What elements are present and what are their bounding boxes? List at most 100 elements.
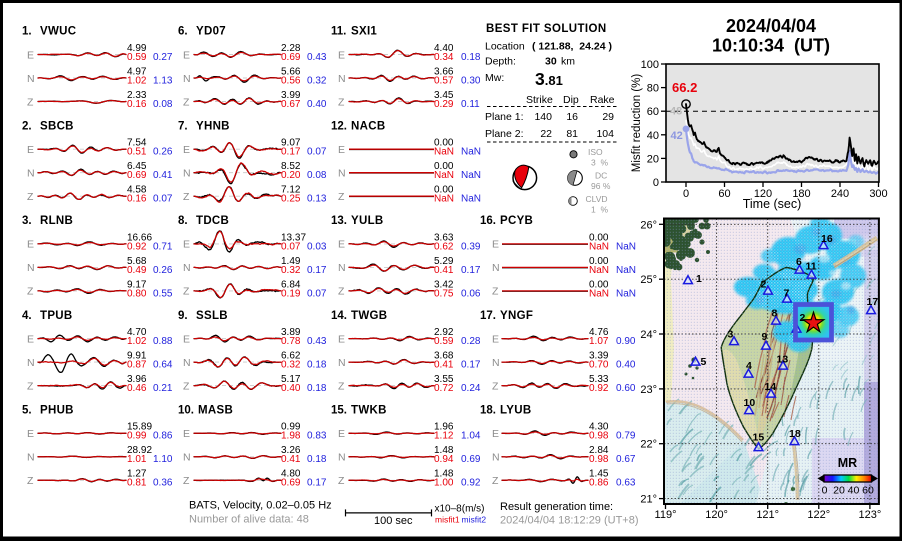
svg-text:1.01: 1.01	[127, 454, 147, 465]
svg-text:0.83: 0.83	[307, 431, 327, 442]
svg-text:E: E	[338, 144, 345, 156]
svg-text:Z: Z	[183, 286, 190, 298]
svg-text:0.92: 0.92	[589, 383, 609, 394]
svg-text:42: 42	[671, 130, 683, 142]
svg-text:0.59: 0.59	[434, 336, 454, 347]
svg-text:0.62: 0.62	[434, 241, 454, 252]
svg-text:80: 80	[647, 83, 659, 95]
svg-text:YNGF: YNGF	[500, 310, 533, 322]
svg-text:0.70: 0.70	[589, 360, 609, 371]
svg-text:1.12: 1.12	[434, 431, 454, 442]
svg-text:SXI1: SXI1	[351, 26, 377, 38]
svg-text:0.64: 0.64	[153, 360, 173, 371]
svg-text:E: E	[338, 49, 345, 61]
svg-text:Z: Z	[27, 191, 34, 203]
svg-text:YD07: YD07	[196, 26, 226, 38]
svg-text:120°: 120°	[705, 509, 728, 521]
svg-text:MASB: MASB	[198, 405, 233, 417]
svg-text:LYUB: LYUB	[500, 405, 531, 417]
svg-text:N: N	[338, 73, 346, 85]
svg-text:0.55: 0.55	[153, 288, 173, 299]
svg-text:NaN: NaN	[434, 194, 454, 205]
svg-text:0.19: 0.19	[281, 288, 301, 299]
svg-text:TWGB: TWGB	[351, 310, 387, 322]
svg-text:N: N	[492, 357, 500, 369]
svg-text:240: 240	[831, 188, 849, 200]
svg-text:0.18: 0.18	[307, 360, 327, 371]
svg-text:21°: 21°	[640, 494, 657, 506]
svg-text:BEST FIT SOLUTION: BEST FIT SOLUTION	[486, 23, 607, 35]
svg-text:2024/04/04 18:12:29 (UT+8): 2024/04/04 18:12:29 (UT+8)	[500, 515, 639, 527]
svg-text:E: E	[27, 239, 34, 251]
svg-text:0.98: 0.98	[589, 431, 609, 442]
svg-text:26°: 26°	[640, 219, 657, 231]
svg-text:Z: Z	[338, 475, 345, 487]
svg-text:0.69: 0.69	[281, 478, 301, 489]
svg-text:Z: Z	[183, 96, 190, 108]
svg-text:0.87: 0.87	[127, 360, 147, 371]
svg-text:0.11: 0.11	[461, 99, 480, 110]
svg-text:16.: 16.	[480, 215, 496, 227]
svg-text:0.43: 0.43	[307, 336, 327, 347]
svg-text:0.75: 0.75	[434, 288, 454, 299]
svg-text:22°: 22°	[640, 439, 657, 451]
svg-text:0.18: 0.18	[307, 383, 327, 394]
svg-text:BATS, Velocity, 0.02–0.05 Hz: BATS, Velocity, 0.02–0.05 Hz	[189, 500, 332, 512]
svg-text:100 sec: 100 sec	[374, 515, 413, 527]
svg-text:SSLB: SSLB	[196, 310, 228, 322]
svg-text:E: E	[183, 333, 190, 345]
svg-text:0.79: 0.79	[616, 431, 636, 442]
svg-text:Location: Location	[485, 41, 525, 53]
svg-text:NaN: NaN	[434, 147, 454, 158]
svg-text:0.16: 0.16	[127, 194, 147, 205]
svg-text:Z: Z	[183, 475, 190, 487]
svg-text:0.90: 0.90	[616, 336, 636, 347]
svg-text:E: E	[338, 333, 345, 345]
svg-text:14: 14	[765, 381, 777, 393]
svg-text:1.00: 1.00	[434, 478, 454, 489]
svg-text:0.25: 0.25	[281, 194, 301, 205]
svg-text:E: E	[183, 49, 190, 61]
svg-text:N: N	[27, 168, 35, 180]
svg-text:0.07: 0.07	[153, 194, 173, 205]
svg-text:3 %: 3 %	[591, 158, 608, 168]
svg-text:NaN: NaN	[434, 170, 454, 181]
svg-text:TDCB: TDCB	[196, 215, 229, 227]
svg-text:20: 20	[833, 485, 845, 497]
svg-text:7.: 7.	[178, 120, 188, 132]
svg-text:0.17: 0.17	[307, 478, 327, 489]
svg-text:SBCB: SBCB	[40, 120, 74, 132]
svg-text:0.30: 0.30	[461, 75, 481, 86]
svg-text:15: 15	[753, 432, 765, 444]
svg-text:123°: 123°	[859, 509, 882, 521]
svg-text:0.80: 0.80	[127, 288, 147, 299]
svg-text:0.18: 0.18	[461, 52, 481, 63]
svg-text:0.27: 0.27	[153, 52, 173, 63]
svg-text:4.: 4.	[22, 310, 32, 322]
svg-text:10:10:34 (UT): 10:10:34 (UT)	[712, 36, 830, 56]
svg-text:Z: Z	[492, 475, 499, 487]
svg-text:0.86: 0.86	[589, 478, 609, 489]
svg-text:Z: Z	[492, 380, 499, 392]
svg-text:13.: 13.	[331, 215, 347, 227]
svg-text:0.08: 0.08	[153, 99, 173, 110]
svg-text:0.17: 0.17	[461, 360, 481, 371]
svg-text:0.17: 0.17	[281, 147, 301, 158]
svg-text:Z: Z	[27, 96, 34, 108]
svg-text:0.17: 0.17	[307, 265, 327, 276]
svg-text:0.18: 0.18	[307, 454, 327, 465]
svg-text:8.: 8.	[178, 215, 188, 227]
svg-text:119°: 119°	[655, 509, 677, 521]
svg-text:0.40: 0.40	[281, 383, 301, 394]
svg-text:18.: 18.	[480, 405, 496, 417]
svg-text:17: 17	[867, 296, 879, 308]
svg-text:1.98: 1.98	[281, 431, 301, 442]
svg-text:5.: 5.	[22, 405, 32, 417]
svg-text:0: 0	[653, 177, 659, 189]
svg-text:30: 30	[545, 56, 557, 68]
svg-text:1.: 1.	[22, 26, 32, 38]
svg-text:0.40: 0.40	[616, 360, 636, 371]
svg-text:0: 0	[683, 188, 689, 200]
svg-text:0.94: 0.94	[434, 454, 454, 465]
svg-text:121°: 121°	[756, 509, 779, 521]
